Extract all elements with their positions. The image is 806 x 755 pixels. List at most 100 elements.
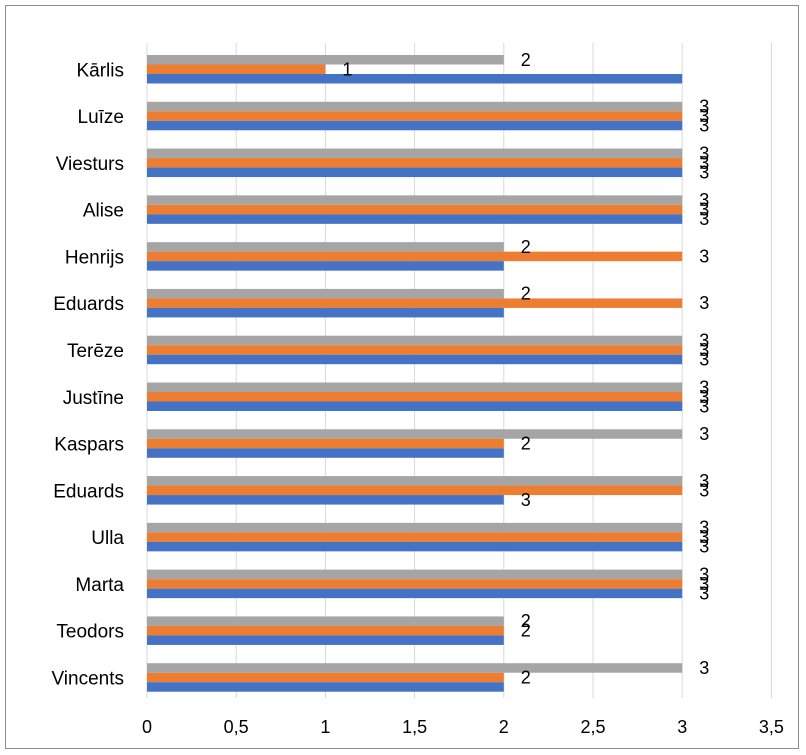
- data-label: 2: [521, 50, 531, 70]
- bar-chart: Kārlis Luīze Viesturs Alise Henrijs Eduards Te…: [51, 43, 784, 737]
- data-label: 3: [699, 537, 709, 557]
- bar: [147, 195, 683, 205]
- bar: [147, 438, 504, 449]
- data-label: 3: [699, 106, 709, 126]
- data-label: 3: [521, 490, 531, 510]
- bar: [147, 569, 683, 580]
- bar: [147, 672, 504, 683]
- bar: [147, 354, 683, 365]
- x-tick-label: 1: [320, 717, 330, 737]
- bar: [147, 522, 683, 533]
- x-tick-label: 2,5: [580, 717, 605, 737]
- bar: [147, 588, 683, 599]
- data-label: 3: [699, 518, 709, 538]
- x-tick-label: 0: [142, 717, 152, 737]
- data-label: 3: [699, 396, 709, 416]
- bar: [147, 55, 504, 65]
- bar: [147, 288, 504, 299]
- bar: [147, 429, 683, 439]
- bar: [147, 120, 683, 131]
- bar: [147, 167, 683, 178]
- bar: [147, 495, 504, 505]
- data-label: 2: [521, 667, 531, 687]
- data-label: 3: [699, 424, 709, 444]
- category-label: Henrijs: [65, 247, 124, 268]
- data-label: 2: [521, 611, 531, 631]
- bar: [147, 64, 326, 74]
- bar: [147, 485, 683, 496]
- data-label: 3: [699, 574, 709, 594]
- bar: [147, 335, 683, 346]
- bar: [147, 101, 683, 112]
- category-label: Kaspars: [54, 435, 124, 456]
- bar: [147, 204, 683, 215]
- data-label: 3: [699, 116, 709, 136]
- bar: [147, 251, 683, 262]
- category-label: Terēze: [67, 341, 124, 362]
- bar: [147, 111, 683, 121]
- data-label: 3: [699, 527, 709, 547]
- data-label: 3: [699, 330, 709, 350]
- category-label: Kārlis: [76, 60, 124, 81]
- data-label: 3: [699, 293, 709, 313]
- data-label: 3: [699, 564, 709, 584]
- data-label: 3: [699, 349, 709, 369]
- bar: [147, 532, 683, 542]
- data-label: 3: [699, 143, 709, 163]
- bar: [147, 242, 504, 252]
- bar: [147, 541, 683, 552]
- bar: [147, 307, 504, 318]
- bar: [147, 74, 683, 84]
- data-label: 3: [699, 471, 709, 491]
- data-label: 3: [699, 97, 709, 117]
- category-label: Teodors: [56, 622, 124, 643]
- chart-area: Kārlis Luīze Viesturs Alise Henrijs Eduards Te…: [5, 5, 799, 749]
- bar: [147, 382, 683, 392]
- bar: [147, 214, 683, 224]
- data-label: 3: [699, 246, 709, 266]
- bar: [147, 401, 683, 411]
- bar: [147, 148, 683, 159]
- gridlines: [146, 43, 772, 698]
- x-tick-label: 2: [499, 717, 509, 737]
- bar: [147, 579, 683, 589]
- bar: [147, 476, 683, 486]
- bar: [147, 635, 504, 645]
- data-label: 3: [699, 200, 709, 220]
- data-label: 3: [699, 377, 709, 397]
- x-tick-label: 3: [677, 717, 687, 737]
- data-label: 3: [699, 658, 709, 678]
- data-label: 3: [699, 340, 709, 360]
- category-label: Vincents: [51, 668, 124, 689]
- data-label: 3: [699, 190, 709, 210]
- bar: [147, 448, 504, 458]
- bar: [147, 345, 683, 355]
- data-label: 2: [521, 621, 531, 641]
- x-axis-tick-labels: 0 0,5 1 1,5 2 2,5 3 3,5: [142, 717, 784, 737]
- bar: [147, 298, 683, 308]
- bar: [147, 158, 683, 168]
- bar: [147, 392, 683, 402]
- category-label: Eduards: [53, 294, 124, 315]
- data-label: 2: [521, 284, 531, 304]
- bar: [147, 682, 504, 692]
- x-tick-label: 3,5: [759, 717, 784, 737]
- data-label: 3: [699, 153, 709, 173]
- category-label: Eduards: [53, 481, 124, 502]
- category-label: Viesturs: [56, 154, 124, 175]
- data-label: 3: [699, 583, 709, 603]
- category-label: Ulla: [91, 528, 124, 549]
- data-label: 3: [699, 162, 709, 182]
- data-label: 3: [699, 209, 709, 229]
- bar: [147, 625, 504, 636]
- bar: [147, 261, 504, 271]
- bars: [147, 55, 683, 692]
- data-label: 2: [521, 237, 531, 257]
- category-labels: Kārlis Luīze Viesturs Alise Henrijs Eduards Te…: [51, 60, 124, 689]
- bar: [147, 663, 683, 673]
- data-label: 3: [699, 387, 709, 407]
- category-label: Luīze: [78, 107, 124, 128]
- category-label: Justīne: [63, 388, 124, 409]
- category-label: Alise: [83, 201, 124, 222]
